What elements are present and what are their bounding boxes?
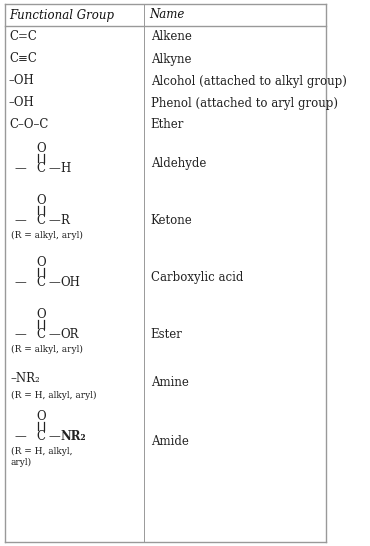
Text: —: — [14,276,26,289]
Text: C: C [37,430,46,443]
Text: –OH: –OH [9,97,35,110]
Text: –OH: –OH [9,74,35,87]
Text: —: — [48,276,60,289]
Text: C=C: C=C [9,31,37,44]
Text: Alkene: Alkene [151,31,192,44]
Text: (R = alkyl, aryl): (R = alkyl, aryl) [11,345,83,354]
Text: aryl): aryl) [11,458,32,467]
Text: —: — [48,163,60,175]
Text: Phenol (attached to aryl group): Phenol (attached to aryl group) [151,97,338,110]
Text: –NR₂: –NR₂ [11,371,40,384]
Text: C≡C: C≡C [9,52,37,66]
Text: C: C [37,276,46,289]
Text: Alcohol (attached to alkyl group): Alcohol (attached to alkyl group) [151,74,347,87]
Text: R: R [61,215,70,228]
Text: (R = H, alkyl, aryl): (R = H, alkyl, aryl) [11,391,96,400]
Text: —: — [14,430,26,443]
Text: Ester: Ester [151,328,182,341]
Text: —: — [14,329,26,341]
Text: (R = H, alkyl,: (R = H, alkyl, [11,447,72,456]
Text: Amide: Amide [151,435,189,448]
Text: Name: Name [149,9,184,21]
Text: —: — [48,430,60,443]
Text: Functional Group: Functional Group [9,9,114,21]
Text: C: C [37,215,46,228]
Text: —: — [14,163,26,175]
Text: Ketone: Ketone [151,213,192,227]
Text: —: — [48,329,60,341]
Text: O: O [36,193,46,206]
Text: Carboxylic acid: Carboxylic acid [151,270,243,283]
Text: OH: OH [61,276,81,289]
Text: O: O [36,307,46,321]
Text: H: H [61,163,71,175]
Text: NR₂: NR₂ [61,430,86,443]
Text: Alkyne: Alkyne [151,52,191,66]
Text: Aldehyde: Aldehyde [151,157,206,170]
Text: OR: OR [61,329,79,341]
Text: C–O–C: C–O–C [9,118,48,132]
Text: C: C [37,329,46,341]
Text: O: O [36,141,46,155]
Text: —: — [14,215,26,228]
Text: O: O [36,256,46,269]
Text: O: O [36,410,46,423]
Text: C: C [37,163,46,175]
Text: —: — [48,215,60,228]
Text: Ether: Ether [151,118,184,132]
Text: Amine: Amine [151,376,189,389]
Text: (R = alkyl, aryl): (R = alkyl, aryl) [11,231,83,240]
